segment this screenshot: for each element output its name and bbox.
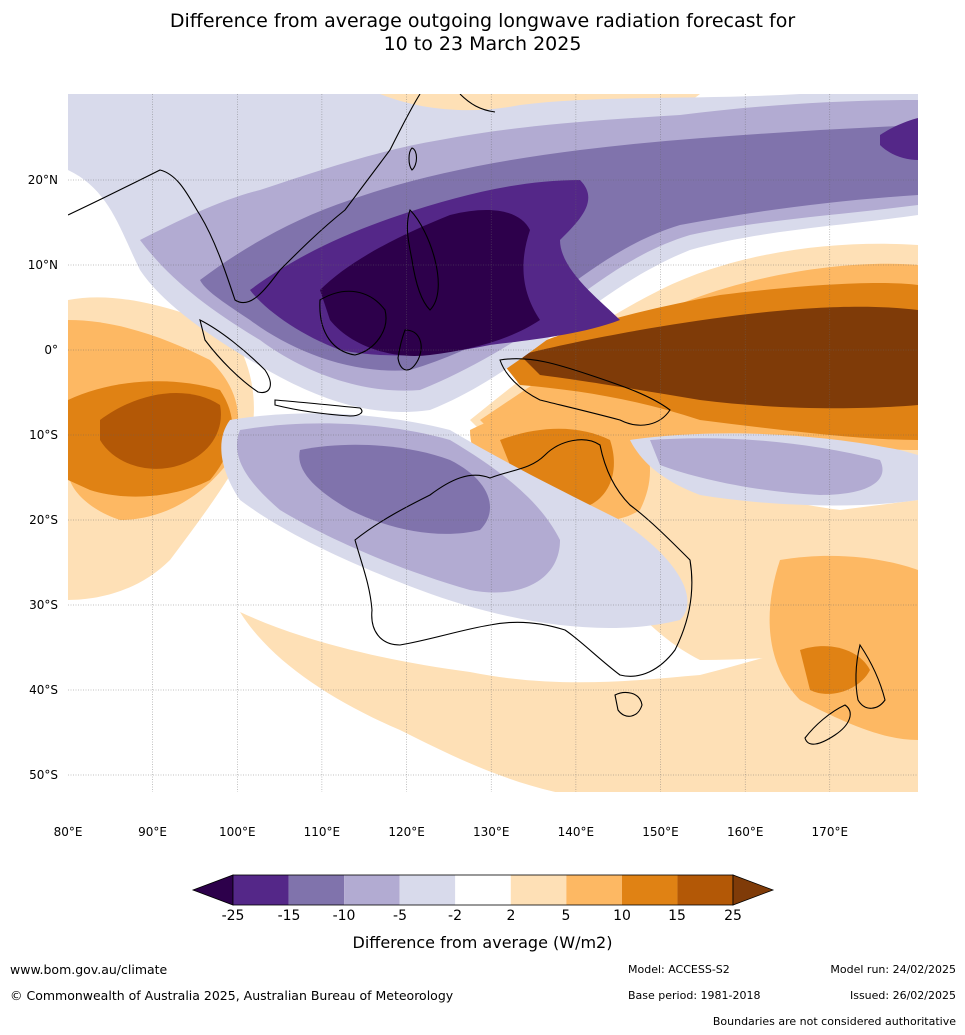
lat-label: 10°N: [28, 258, 58, 272]
region-north-pacific-very-strong-negative: [880, 118, 918, 160]
region-nz-strong: [800, 646, 870, 694]
website-link[interactable]: www.bom.gov.au/climate: [10, 962, 168, 977]
lon-label: 140°E: [558, 825, 595, 839]
lat-label: 10°S: [29, 428, 58, 442]
model-name: Model: ACCESS-S2: [628, 963, 730, 976]
colorbar-tick: -25: [221, 908, 245, 924]
lat-label: 0°: [44, 343, 58, 357]
region-southern-ocean-positive: [240, 600, 918, 792]
coastline-borneo: [319, 290, 387, 356]
region-philippines-extreme-negative: [320, 210, 540, 356]
region-indian-ocean-core: [100, 393, 221, 469]
lat-label: 40°S: [29, 683, 58, 697]
colorbar-below-arrow: [191, 874, 234, 906]
coastline-philippines: [406, 208, 439, 311]
coastline-taiwan: [408, 147, 418, 171]
lon-label: 160°E: [727, 825, 764, 839]
region-north-australia-strong: [500, 428, 614, 505]
colorbar-bin: [455, 875, 511, 905]
title-line-2: 10 to 23 March 2025: [383, 33, 582, 55]
colorbar: [191, 874, 775, 906]
lon-label: 130°E: [473, 825, 510, 839]
coastlines: [68, 94, 886, 745]
lat-label: 20°N: [28, 173, 58, 187]
region-south-pacific-moderate-negative: [650, 438, 883, 495]
colorbar-title: Difference from average (W/m2): [352, 933, 613, 952]
issued-date: Issued: 26/02/2025: [849, 989, 956, 1002]
coastline-java: [274, 399, 363, 417]
coastline-australia: [354, 439, 693, 677]
colorbar-bin: [288, 875, 345, 905]
region-equatorial-pacific-core: [520, 306, 918, 409]
lat-label: 30°S: [29, 598, 58, 612]
region-australia-strong-negative: [299, 444, 490, 534]
coastline-sulawesi: [397, 329, 422, 371]
colorbar-tick: 2: [506, 908, 516, 924]
latitude-labels: 20°N 10°N 0° 10°S 20°S 30°S 40°S 50°S: [28, 173, 58, 782]
title-line-1: Difference from average outgoing longwav…: [169, 10, 796, 32]
lon-label: 170°E: [812, 825, 849, 839]
colorbar-bin: [677, 875, 733, 905]
coastline-sumatra: [199, 318, 271, 394]
colorbar-bin: [621, 875, 678, 905]
colorbar-tick: 25: [724, 908, 742, 924]
lon-label: 90°E: [138, 825, 167, 839]
base-period: Base period: 1981-2018: [628, 989, 761, 1002]
copyright-notice: © Commonwealth of Australia 2025, Austra…: [10, 988, 454, 1003]
colorbar-bin: [566, 875, 622, 905]
coastline-asia: [68, 94, 421, 304]
colorbar-tick: -2: [448, 908, 462, 924]
coastline-new-guinea: [499, 358, 671, 426]
lon-label: 150°E: [642, 825, 679, 839]
colorbar-tick: 15: [668, 908, 686, 924]
colorbar-bin: [510, 875, 567, 905]
coastline-new-zealand: [804, 643, 886, 745]
lat-label: 50°S: [29, 768, 58, 782]
colorbar-above-arrow: [732, 874, 775, 906]
lat-label: 20°S: [29, 513, 58, 527]
lon-label: 100°E: [219, 825, 256, 839]
coastline-tasmania: [614, 691, 643, 717]
coastline-japan: [459, 94, 496, 113]
chart-title: Difference from average outgoing longwav…: [0, 10, 965, 56]
colorbar-tick: -5: [393, 908, 407, 924]
lon-label: 110°E: [304, 825, 341, 839]
boundaries-disclaimer: Boundaries are not considered authoritat…: [712, 1015, 956, 1028]
anomaly-field: [68, 94, 918, 792]
region-nz-moderate: [769, 555, 918, 740]
colorbar-bin: [344, 875, 400, 905]
colorbar-tick: 10: [613, 908, 631, 924]
colorbar-tick: -10: [332, 908, 356, 924]
colorbar-bin: [399, 875, 456, 905]
longitude-labels: 80°E 90°E 100°E 110°E 120°E 130°E 140°E …: [54, 825, 848, 839]
colorbar-tick: 5: [561, 908, 571, 924]
model-run-date: Model run: 24/02/2025: [830, 963, 956, 976]
lon-label: 80°E: [54, 825, 83, 839]
colorbar-bin: [233, 875, 289, 905]
colorbar-tick: -15: [277, 908, 301, 924]
graticule: [68, 94, 918, 792]
lon-label: 120°E: [388, 825, 425, 839]
